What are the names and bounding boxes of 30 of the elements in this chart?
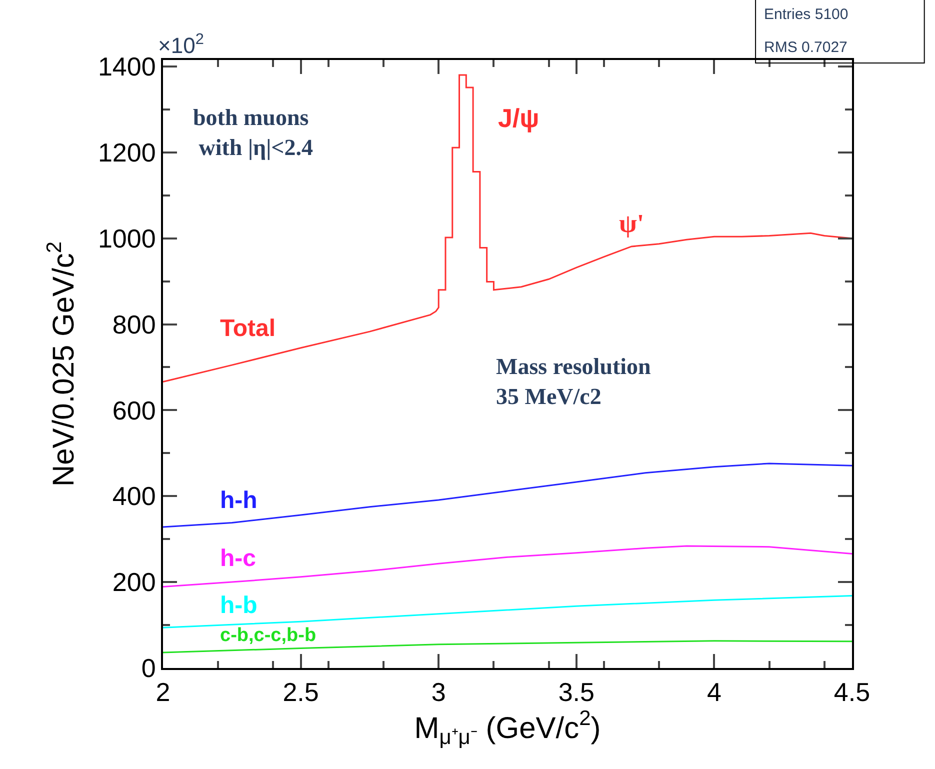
y-tick-label: 1400 (98, 52, 156, 82)
y-tick-label: 0 (141, 653, 156, 684)
series-label: h-h (220, 487, 258, 514)
y-tick-label: 400 (112, 481, 156, 512)
series-label: h-c (220, 545, 256, 572)
text: RMS 0.7027 (764, 39, 848, 56)
text: Entries 5100 (764, 6, 848, 23)
text: ×10$^{2}$ (158, 31, 204, 58)
line-series (163, 595, 852, 628)
y-tick-label: 600 (112, 395, 156, 426)
x-tick-label: 2.5 (282, 677, 319, 708)
series-label: c-b,c-c,b-b (220, 625, 316, 646)
series-label: h-b (220, 592, 258, 619)
line-series (163, 462, 852, 528)
x-tick-label: 3.5 (558, 677, 594, 708)
series-label: Total (220, 315, 276, 342)
x-tick-label: 4.5 (834, 677, 870, 708)
line-series (163, 545, 852, 588)
y-tick-label: 1200 (98, 137, 156, 168)
annotation: ψ' (619, 209, 644, 238)
x-tick-label: 2 (156, 677, 170, 708)
annotation: Mass resolution 35 MeV/c2 (496, 354, 652, 409)
annotation: J/ψ (498, 103, 540, 133)
x-tick-label: 4 (706, 677, 722, 708)
y-tick-label: 1000 (98, 223, 156, 254)
x-tick-label: 3 (431, 677, 446, 708)
y-tick-label: 200 (112, 567, 156, 598)
annotation: both muons with |η|<2.4 (193, 105, 314, 160)
y-tick-label: 800 (112, 309, 156, 340)
x-axis-title: M$_{μ⁺μ⁻}$ (GeV/c$^{2}$) (414, 707, 601, 750)
